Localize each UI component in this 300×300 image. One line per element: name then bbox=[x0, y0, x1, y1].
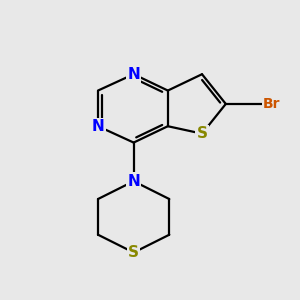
Text: N: N bbox=[127, 67, 140, 82]
Text: N: N bbox=[127, 174, 140, 189]
Text: S: S bbox=[196, 126, 208, 141]
Text: N: N bbox=[92, 119, 104, 134]
Text: S: S bbox=[128, 245, 139, 260]
Text: Br: Br bbox=[263, 97, 280, 111]
